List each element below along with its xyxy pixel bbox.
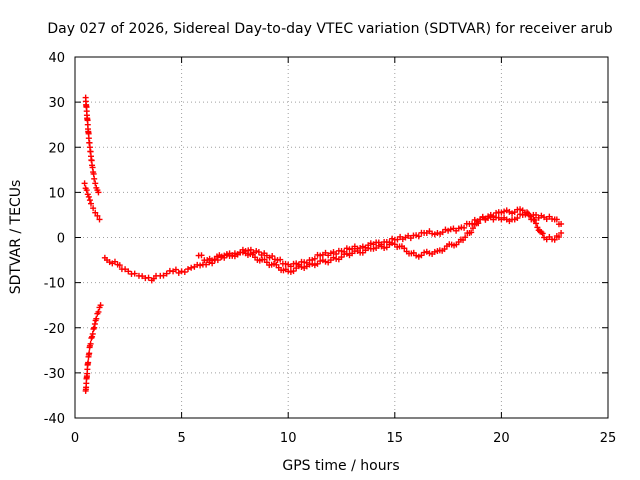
data-point — [539, 230, 546, 237]
y-tick-label: 40 — [48, 51, 65, 66]
y-tick-label: -10 — [44, 277, 65, 292]
data-point — [188, 264, 195, 271]
y-tick-label: 0 — [57, 232, 65, 247]
x-tick-label: 15 — [387, 431, 404, 446]
data-point — [87, 340, 94, 347]
y-tick-label: -40 — [44, 412, 65, 427]
data-point — [92, 180, 99, 187]
plot-frame — [74, 56, 609, 419]
data-point — [469, 225, 476, 232]
data-points — [81, 94, 565, 394]
data-point — [214, 257, 221, 264]
data-point — [184, 266, 191, 273]
data-point — [96, 216, 103, 223]
series-secondary-trace — [195, 206, 565, 275]
data-point — [88, 335, 95, 342]
data-point — [551, 236, 558, 243]
data-point — [462, 234, 469, 241]
data-point — [83, 187, 90, 194]
data-point — [277, 256, 284, 263]
x-tick-label: 10 — [280, 431, 297, 446]
y-tick-label: 20 — [48, 141, 65, 156]
x-tick-labels: 0 5 10 15 20 25 — [71, 431, 616, 446]
data-point — [81, 180, 88, 187]
data-point — [90, 326, 97, 333]
data-point — [197, 262, 204, 269]
grid — [75, 57, 608, 418]
data-point — [531, 216, 538, 223]
data-point — [415, 233, 422, 240]
data-point — [89, 333, 96, 340]
series-upper-early-arc — [82, 94, 102, 196]
data-point — [91, 320, 98, 327]
data-point — [181, 269, 188, 276]
data-point — [91, 175, 98, 182]
data-point — [85, 359, 92, 366]
data-point — [558, 220, 565, 227]
data-point — [555, 233, 562, 240]
data-point — [523, 209, 530, 216]
series-lower-early-arc — [82, 302, 104, 394]
data-point — [198, 252, 205, 259]
data-point — [553, 216, 560, 223]
data-point — [475, 220, 482, 227]
y-tick-label: -30 — [44, 367, 65, 382]
data-point — [93, 315, 100, 322]
y-axis-label: SDTVAR / TECUs — [8, 180, 24, 295]
x-tick-label: 25 — [600, 431, 617, 446]
data-point — [203, 261, 210, 268]
data-point — [86, 197, 93, 204]
data-point — [145, 274, 152, 281]
data-point — [89, 330, 96, 337]
series-middle-early-arc — [81, 180, 103, 223]
x-tick-label: 0 — [71, 431, 79, 446]
data-point — [116, 262, 123, 269]
data-point — [122, 266, 129, 273]
data-point — [514, 215, 521, 222]
data-point — [131, 270, 138, 277]
data-point — [94, 212, 101, 219]
data-point — [92, 209, 99, 216]
data-point — [160, 272, 167, 279]
data-point — [172, 266, 179, 273]
y-tick-labels: -40 -30 -20 -10 0 10 20 30 40 — [44, 51, 65, 427]
data-point — [86, 350, 93, 357]
data-point — [139, 273, 146, 280]
data-point — [269, 253, 276, 260]
data-point — [490, 213, 497, 220]
data-point — [163, 270, 170, 277]
data-point — [311, 255, 318, 262]
data-point — [95, 308, 102, 315]
data-point — [90, 205, 97, 212]
data-point — [97, 302, 104, 309]
y-tick-label: 30 — [48, 96, 65, 111]
chart-title: Day 027 of 2026, Sidereal Day-to-day VTE… — [47, 21, 612, 37]
x-tick-label: 20 — [493, 431, 510, 446]
data-point — [526, 212, 533, 219]
axis-ticks — [74, 56, 609, 419]
data-point — [87, 200, 94, 207]
data-point — [468, 229, 475, 236]
x-tick-label: 5 — [177, 431, 185, 446]
y-tick-label: 10 — [48, 186, 65, 201]
data-point — [95, 189, 102, 196]
data-point — [290, 268, 297, 275]
data-point — [461, 224, 468, 231]
x-axis-label: GPS time / hours — [282, 458, 399, 474]
data-point — [441, 246, 448, 253]
data-point — [85, 193, 92, 200]
data-point — [91, 324, 98, 331]
series-main-trace — [101, 210, 565, 284]
data-point — [558, 229, 565, 236]
data-point — [125, 268, 132, 275]
data-point — [401, 245, 408, 252]
y-tick-label: -20 — [44, 322, 65, 337]
data-point — [533, 220, 540, 227]
